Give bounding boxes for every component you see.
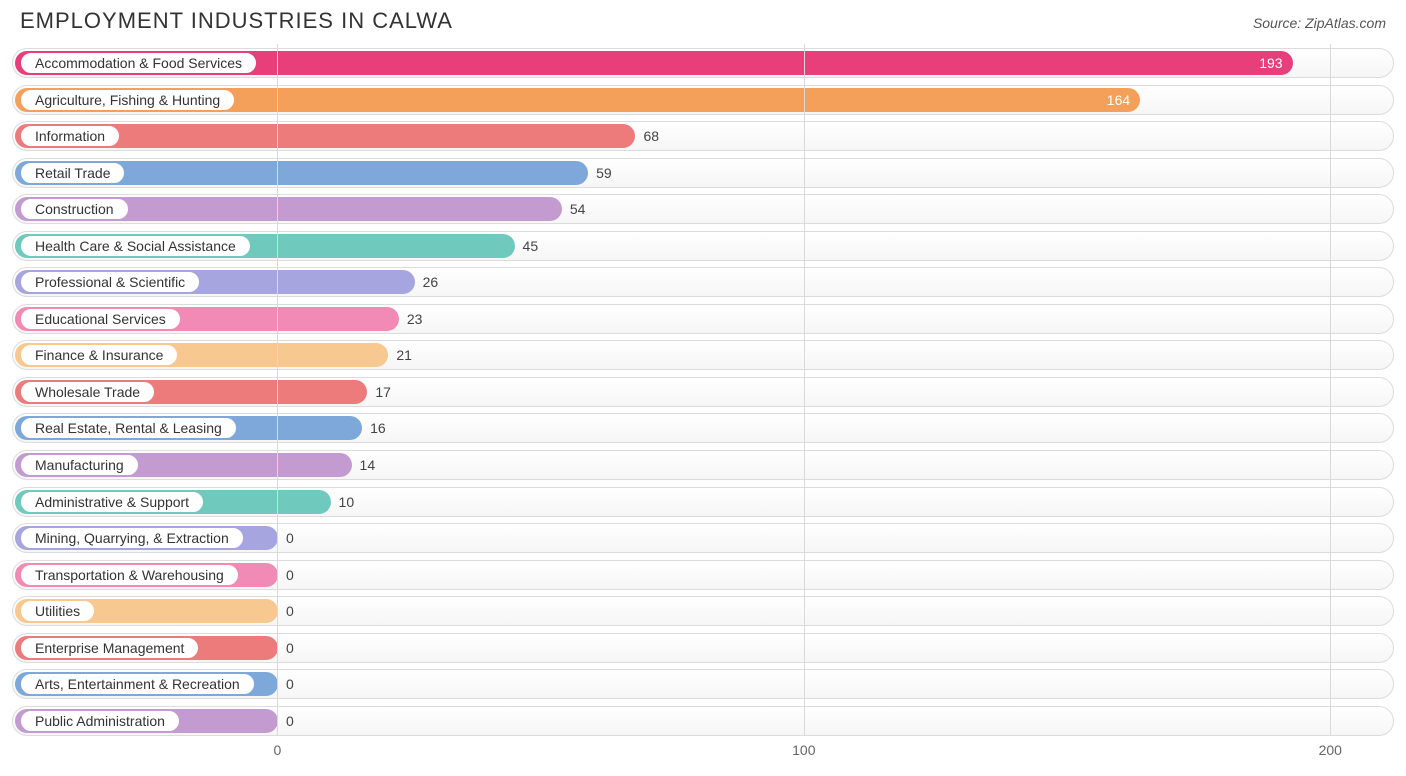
bar-category-pill: Accommodation & Food Services: [19, 51, 258, 75]
bars-container: Accommodation & Food Services 193 Agricult…: [12, 44, 1394, 736]
bar-row: Retail Trade 59: [12, 158, 1394, 188]
bar-category-pill: Real Estate, Rental & Leasing: [19, 416, 238, 440]
bar-row: Enterprise Management 0: [12, 633, 1394, 663]
x-tick-label: 100: [792, 742, 815, 758]
bar-row: Wholesale Trade 17: [12, 377, 1394, 407]
bar-value-label: 193: [1259, 55, 1282, 71]
bar-category-pill: Agriculture, Fishing & Hunting: [19, 88, 236, 112]
bar-value-label: 17: [375, 384, 391, 400]
bar-category-pill: Arts, Entertainment & Recreation: [19, 672, 256, 696]
bar-row: Accommodation & Food Services 193: [12, 48, 1394, 78]
bar-category-pill: Utilities: [19, 599, 96, 623]
bar-value-label: 0: [286, 603, 294, 619]
bar-category-pill: Health Care & Social Assistance: [19, 234, 252, 258]
bar-row: Agriculture, Fishing & Hunting 164: [12, 85, 1394, 115]
bar-row: Arts, Entertainment & Recreation 0: [12, 669, 1394, 699]
bar-row: Administrative & Support 10: [12, 487, 1394, 517]
bar-row: Information 68: [12, 121, 1394, 151]
bar-value-label: 0: [286, 640, 294, 656]
bar-category-pill: Enterprise Management: [19, 636, 200, 660]
bar-row: Transportation & Warehousing 0: [12, 560, 1394, 590]
bar-category-pill: Construction: [19, 197, 130, 221]
bar-value-label: 10: [339, 494, 355, 510]
x-axis: 0 100 200: [12, 740, 1394, 764]
grid-line: [804, 44, 805, 736]
bar-value-label: 45: [523, 238, 539, 254]
bar-row: Construction 54: [12, 194, 1394, 224]
bar-category-pill: Manufacturing: [19, 453, 140, 477]
bar-row: Manufacturing 14: [12, 450, 1394, 480]
bar-value-label: 54: [570, 201, 586, 217]
bar-value-label: 164: [1107, 92, 1130, 108]
chart-area: Accommodation & Food Services 193 Agricult…: [12, 44, 1394, 764]
bar-category-pill: Administrative & Support: [19, 490, 205, 514]
bar-category-pill: Finance & Insurance: [19, 343, 179, 367]
bar-row: Finance & Insurance 21: [12, 340, 1394, 370]
bar-category-pill: Retail Trade: [19, 161, 126, 185]
bar-value-label: 23: [407, 311, 423, 327]
bar-row: Utilities 0: [12, 596, 1394, 626]
bar-value-label: 59: [596, 165, 612, 181]
bar-row: Mining, Quarrying, & Extraction 0: [12, 523, 1394, 553]
bar-value-label: 0: [286, 530, 294, 546]
bar-category-pill: Wholesale Trade: [19, 380, 156, 404]
bar-category-pill: Mining, Quarrying, & Extraction: [19, 526, 245, 550]
bar-value-label: 0: [286, 567, 294, 583]
grid-line: [1330, 44, 1331, 736]
bar-value-label: 26: [423, 274, 439, 290]
bar-category-pill: Public Administration: [19, 709, 181, 733]
bar-value-label: 0: [286, 713, 294, 729]
x-tick-label: 0: [273, 742, 281, 758]
bar-value-label: 68: [643, 128, 659, 144]
bar-category-pill: Transportation & Warehousing: [19, 563, 240, 587]
chart-title: EMPLOYMENT INDUSTRIES IN CALWA: [20, 8, 453, 34]
bar-category-pill: Information: [19, 124, 121, 148]
bar-value-label: 16: [370, 420, 386, 436]
chart-header: EMPLOYMENT INDUSTRIES IN CALWA Source: Z…: [0, 0, 1406, 38]
bar-category-pill: Educational Services: [19, 307, 182, 331]
bar-value-label: 14: [360, 457, 376, 473]
bar-row: Educational Services 23: [12, 304, 1394, 334]
chart-source: Source: ZipAtlas.com: [1253, 15, 1386, 31]
bar-row: Health Care & Social Assistance 45: [12, 231, 1394, 261]
x-tick-label: 200: [1319, 742, 1342, 758]
grid-line: [277, 44, 278, 736]
bar-value-label: 0: [286, 676, 294, 692]
bar-row: Professional & Scientific 26: [12, 267, 1394, 297]
bar-value-label: 21: [396, 347, 412, 363]
bar-row: Public Administration 0: [12, 706, 1394, 736]
bar-category-pill: Professional & Scientific: [19, 270, 201, 294]
bar-row: Real Estate, Rental & Leasing 16: [12, 413, 1394, 443]
